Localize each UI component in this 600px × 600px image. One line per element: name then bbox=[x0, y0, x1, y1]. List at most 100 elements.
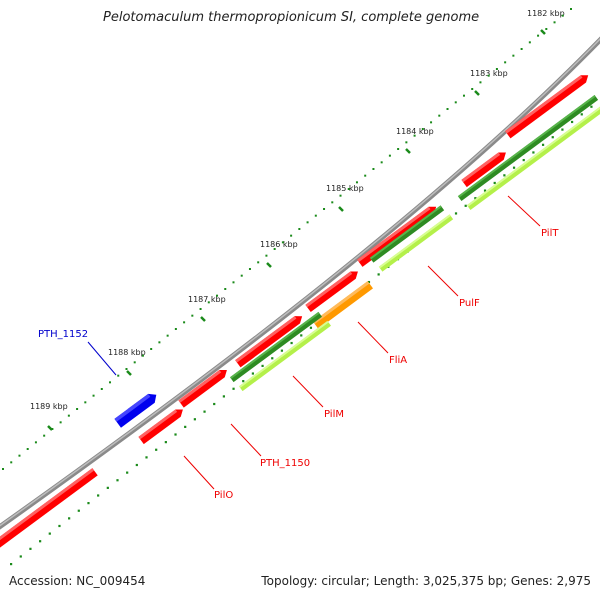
kbp-major-tick bbox=[266, 262, 272, 268]
kbp-major-tick bbox=[405, 148, 411, 154]
kbp-minor-tick bbox=[109, 381, 112, 384]
reverse-ruler-tick bbox=[77, 509, 80, 512]
kbp-minor-tick bbox=[2, 468, 4, 470]
reverse-ruler-tick bbox=[155, 448, 158, 451]
reverse-ruler-tick bbox=[474, 197, 477, 200]
kbp-major-tick bbox=[338, 206, 344, 212]
kbp-minor-tick bbox=[438, 114, 441, 117]
kbp-minor-tick bbox=[355, 181, 358, 184]
kbp-minor-tick bbox=[537, 34, 540, 37]
reverse-ruler-tick bbox=[242, 380, 245, 383]
reverse-ruler-tick bbox=[532, 151, 535, 154]
kbp-minor-tick bbox=[84, 401, 87, 404]
reverse-ruler-tick bbox=[184, 425, 187, 428]
kbp-minor-tick bbox=[18, 454, 21, 457]
cds-feature bbox=[235, 316, 303, 368]
kbp-minor-tick bbox=[158, 341, 161, 344]
reverse-ruler-tick bbox=[512, 166, 516, 169]
reverse-ruler-tick bbox=[570, 120, 574, 124]
kbp-minor-tick bbox=[454, 101, 457, 104]
reverse-ruler-tick bbox=[106, 486, 109, 489]
kbp-minor-tick bbox=[232, 281, 235, 284]
reverse-ruler-tick bbox=[174, 433, 177, 436]
kbp-minor-tick bbox=[388, 154, 391, 157]
kbp-minor-tick bbox=[59, 421, 62, 424]
kbp-minor-tick bbox=[495, 68, 498, 70]
gene-label-leader bbox=[427, 265, 459, 297]
reverse-ruler-tick bbox=[493, 181, 496, 185]
reverse-ruler-tick bbox=[483, 189, 487, 192]
reverse-ruler-tick bbox=[261, 364, 264, 368]
kbp-minor-tick bbox=[306, 221, 309, 224]
blue-feature bbox=[114, 393, 157, 428]
genome-stats: Topology: circular; Length: 3,025,375 bp… bbox=[261, 574, 591, 588]
reverse-ruler-tick bbox=[193, 418, 196, 421]
reverse-ruler-tick bbox=[561, 128, 564, 131]
kbp-minor-tick bbox=[372, 168, 375, 170]
reverse-ruler-tick bbox=[464, 204, 467, 207]
gene-label-leader bbox=[507, 195, 541, 227]
gene-label-leader bbox=[292, 375, 324, 408]
kbp-tick-label: 1182 kbp bbox=[527, 9, 565, 18]
gene-label: PTH_1152 bbox=[38, 329, 88, 340]
genome-backbone bbox=[0, 36, 600, 530]
kbp-tick-label: 1183 kbp bbox=[470, 69, 508, 78]
kbp-minor-tick bbox=[10, 461, 13, 464]
reverse-ruler-tick bbox=[232, 387, 235, 390]
cds-feature bbox=[461, 152, 506, 188]
reverse-ruler-tick bbox=[541, 143, 545, 146]
feature-tracks bbox=[0, 75, 600, 548]
kbp-minor-tick bbox=[462, 94, 465, 97]
reverse-ruler-tick bbox=[58, 524, 61, 528]
kbp-minor-tick bbox=[380, 161, 383, 164]
kbp-minor-tick bbox=[67, 414, 70, 417]
gene-labels: PilT PulF FliA PilM PTH_1150 PilO PTH_1152 bbox=[38, 195, 559, 501]
kbp-tick-label: 1188 kbp bbox=[108, 348, 146, 357]
kbp-minor-tick bbox=[207, 301, 210, 304]
kbp-minor-tick bbox=[487, 74, 490, 77]
reverse-ruler-tick bbox=[377, 273, 380, 276]
reverse-ruler-tick bbox=[271, 357, 274, 360]
cds-feature bbox=[178, 369, 227, 408]
kbp-minor-tick bbox=[471, 88, 474, 90]
kbp-minor-tick bbox=[504, 61, 507, 64]
cds-feature bbox=[0, 468, 98, 548]
kbp-minor-tick bbox=[265, 254, 268, 257]
green-track-feature bbox=[369, 205, 445, 263]
kbp-minor-tick bbox=[248, 268, 251, 270]
kbp-minor-tick bbox=[133, 361, 136, 364]
kbp-minor-tick bbox=[125, 368, 128, 370]
gene-label-leader bbox=[230, 423, 262, 457]
kbp-minor-tick bbox=[281, 241, 284, 244]
reverse-ruler-tick bbox=[522, 158, 525, 162]
kbp-minor-tick bbox=[43, 434, 46, 437]
reverse-ruler-tick bbox=[454, 212, 458, 215]
reverse-ruler-tick bbox=[280, 349, 284, 352]
kbp-minor-tick bbox=[421, 128, 424, 130]
kbp-minor-tick bbox=[166, 334, 169, 337]
kbp-minor-tick bbox=[347, 188, 350, 190]
kbp-minor-tick bbox=[314, 214, 317, 217]
kbp-minor-tick bbox=[323, 208, 326, 210]
reverse-ruler-tick bbox=[97, 494, 100, 497]
kbp-minor-tick bbox=[570, 8, 572, 10]
kbp-minor-tick bbox=[51, 428, 54, 430]
kbp-minor-tick bbox=[413, 134, 416, 137]
reverse-ruler-tick bbox=[203, 410, 206, 413]
reverse-ruler-tick bbox=[164, 441, 167, 444]
gene-label-leader bbox=[183, 455, 215, 490]
kbp-minor-tick bbox=[26, 448, 29, 450]
kbp-tick-label: 1186 kbp bbox=[260, 240, 298, 249]
reverse-ruler-tick bbox=[251, 372, 255, 375]
reverse-ruler-tick bbox=[222, 395, 225, 398]
kbp-minor-tick bbox=[553, 21, 556, 24]
reverse-ruler-tick bbox=[10, 563, 13, 566]
cds-feature bbox=[357, 206, 437, 267]
kbp-tick-label: 1184 kbp bbox=[396, 127, 434, 136]
kbp-minor-tick bbox=[174, 328, 177, 330]
kbp-minor-tick bbox=[331, 201, 334, 204]
reverse-ruler-tick bbox=[590, 105, 593, 108]
kbp-minor-tick bbox=[141, 354, 144, 357]
kbp-minor-tick bbox=[520, 48, 523, 50]
